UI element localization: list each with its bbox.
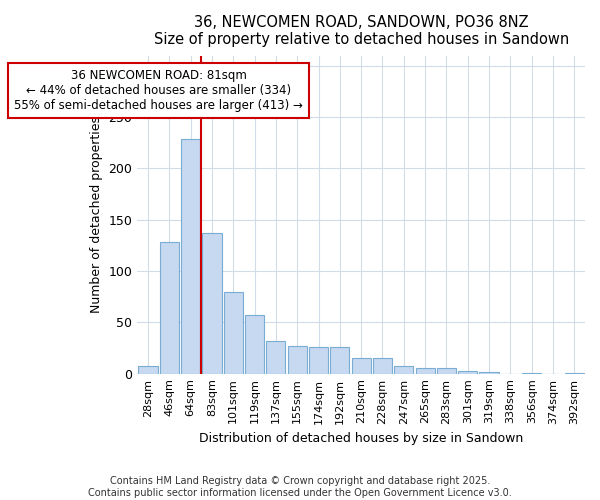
Bar: [373, 358, 392, 374]
X-axis label: Distribution of detached houses by size in Sandown: Distribution of detached houses by size …: [199, 432, 523, 445]
Text: 36 NEWCOMEN ROAD: 81sqm
← 44% of detached houses are smaller (334)
55% of semi-d: 36 NEWCOMEN ROAD: 81sqm ← 44% of detache…: [14, 69, 303, 112]
Bar: [330, 347, 349, 374]
Bar: [416, 368, 434, 374]
Bar: [352, 358, 371, 374]
Bar: [202, 233, 221, 374]
Bar: [479, 372, 499, 374]
Text: Contains HM Land Registry data © Crown copyright and database right 2025.
Contai: Contains HM Land Registry data © Crown c…: [88, 476, 512, 498]
Bar: [458, 370, 478, 374]
Bar: [224, 292, 243, 374]
Bar: [437, 368, 456, 374]
Bar: [181, 138, 200, 374]
Bar: [160, 242, 179, 374]
Bar: [139, 366, 158, 374]
Bar: [565, 372, 584, 374]
Bar: [245, 315, 264, 374]
Bar: [266, 341, 286, 374]
Y-axis label: Number of detached properties: Number of detached properties: [90, 116, 103, 313]
Bar: [287, 346, 307, 374]
Bar: [309, 347, 328, 374]
Bar: [522, 372, 541, 374]
Title: 36, NEWCOMEN ROAD, SANDOWN, PO36 8NZ
Size of property relative to detached house: 36, NEWCOMEN ROAD, SANDOWN, PO36 8NZ Siz…: [154, 15, 569, 48]
Bar: [394, 366, 413, 374]
